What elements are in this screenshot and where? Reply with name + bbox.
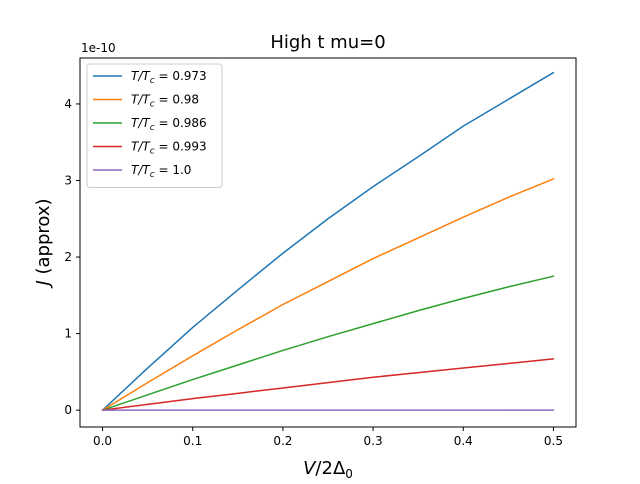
y-tick-label: 1 bbox=[64, 327, 72, 341]
legend-label-4: T/Tc = 1.0 bbox=[131, 163, 191, 180]
legend-frame bbox=[86, 63, 223, 188]
legend-label-3: T/Tc = 0.993 bbox=[131, 140, 207, 157]
x-tick-label: 0.4 bbox=[454, 434, 473, 448]
x-tick-label: 0.3 bbox=[364, 434, 383, 448]
legend: T/Tc = 0.973 T/Tc = 0.98 T/Tc = 0.986 T/Tc … bbox=[86, 63, 223, 188]
legend-label-2: T/Tc = 0.986 bbox=[131, 116, 207, 133]
legend-label-0: T/Tc = 0.973 bbox=[131, 69, 207, 86]
series-line-2 bbox=[101, 275, 555, 411]
legend-label-1: T/Tc = 0.98 bbox=[131, 93, 199, 110]
x-tick-label: 0.0 bbox=[93, 434, 112, 448]
x-tick-label: 0.5 bbox=[544, 434, 563, 448]
y-tick-label: 0 bbox=[64, 403, 72, 417]
y-tick-label: 4 bbox=[64, 97, 72, 111]
x-tick-label: 0.2 bbox=[273, 434, 292, 448]
y-tick-label: 3 bbox=[64, 173, 72, 187]
chart-title: High t mu=0 bbox=[270, 32, 385, 53]
x-tick-label: 0.1 bbox=[183, 434, 202, 448]
series-line-0 bbox=[101, 71, 555, 411]
series-line-3 bbox=[101, 358, 555, 411]
plot-frame bbox=[79, 57, 577, 428]
y-axis-label: J (approx) bbox=[33, 198, 54, 288]
x-axis-label: V/2Δ0 bbox=[303, 458, 353, 480]
y-offset-text: 1e-10 bbox=[81, 41, 116, 55]
series-layer bbox=[101, 71, 555, 411]
x-axis-ticks: 0.0 0.1 0.2 0.3 0.4 0.5 bbox=[93, 427, 563, 448]
series-line-1 bbox=[101, 178, 555, 411]
y-tick-label: 2 bbox=[64, 250, 72, 264]
y-axis-ticks: 0 1 2 3 4 bbox=[64, 97, 80, 417]
